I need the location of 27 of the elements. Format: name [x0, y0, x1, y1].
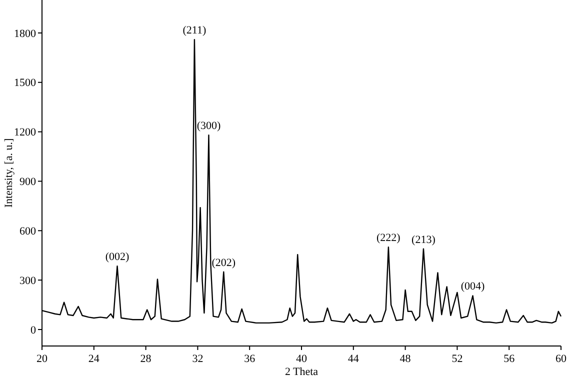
- x-tick-label: 48: [400, 353, 412, 365]
- y-tick-label: 300: [20, 274, 36, 287]
- annotation: (222): [376, 232, 401, 244]
- x-tick-label: 32: [192, 353, 204, 365]
- x-axis-title: 2 Theta: [284, 366, 318, 378]
- annotation: (002): [105, 251, 130, 264]
- annotation: (300): [196, 120, 221, 132]
- y-tick-label: 1200: [14, 126, 36, 139]
- x-tick-label: 60: [556, 353, 567, 365]
- x-tick-label: 20: [36, 353, 48, 365]
- y-tick-label: 1800: [14, 28, 36, 40]
- y-tick-label: 600: [20, 226, 36, 238]
- x-tick-label: 28: [140, 353, 152, 365]
- x-tick-label: 52: [452, 353, 463, 365]
- x-tick-label: 40: [296, 353, 308, 365]
- annotation: (211): [182, 24, 206, 37]
- annotation: (202): [212, 256, 236, 269]
- x-tick-label: 44: [348, 353, 360, 365]
- x-tick-label: 56: [504, 353, 516, 365]
- x-tick-label: 36: [244, 353, 256, 365]
- annotation: (004): [460, 280, 486, 293]
- x-tick-label: 24: [88, 353, 100, 365]
- y-axis-title: Intensity, [a. u.]: [3, 138, 15, 208]
- y-tick-label: 0: [30, 324, 36, 336]
- y-tick-label: 900: [20, 176, 36, 188]
- annotation: (213): [412, 234, 436, 246]
- y-tick-label: 1500: [14, 77, 36, 90]
